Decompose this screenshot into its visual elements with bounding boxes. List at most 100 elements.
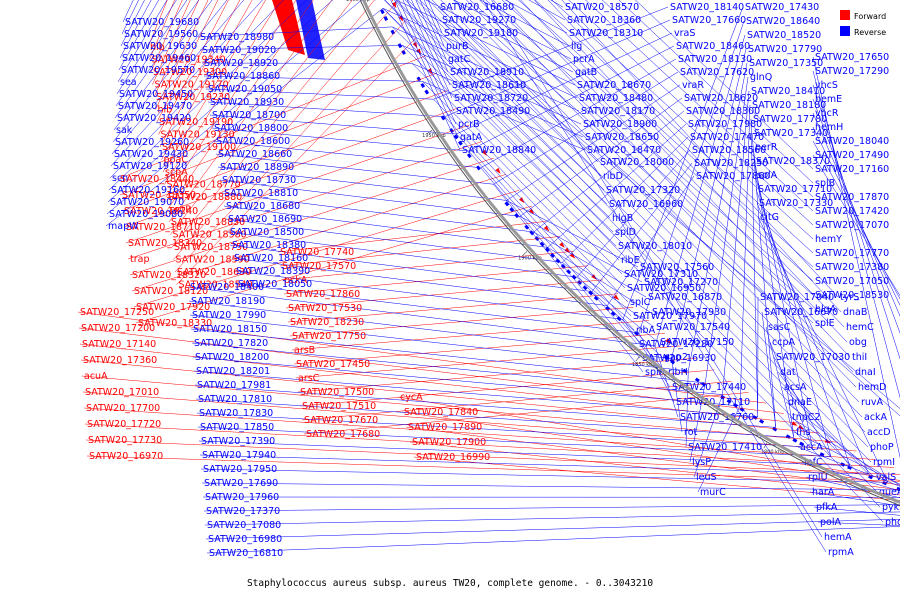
label-leader-line xyxy=(812,84,900,360)
reverse-gene-label: SATW20_17050 xyxy=(815,276,889,287)
forward-cds-mark xyxy=(559,242,565,248)
label-leader-line xyxy=(231,257,608,306)
label-leader-line xyxy=(291,320,650,351)
reverse-cds-mark xyxy=(380,9,385,15)
forward-gene-label: SATW20_18330 xyxy=(138,318,212,329)
reverse-gene-label: SATW20_18840 xyxy=(462,145,536,156)
label-leader-line xyxy=(469,0,814,310)
reverse-gene-label: hlgA xyxy=(815,304,837,315)
label-leader-line xyxy=(217,166,507,201)
reverse-cds-block xyxy=(296,0,325,60)
label-leader-line xyxy=(155,0,209,110)
reverse-gene-label: dnaB xyxy=(843,307,867,318)
forward-gene-label: SATW20_17740 xyxy=(280,247,354,258)
reverse-gene-label: SATW20_18670 xyxy=(577,80,651,91)
reverse-gene-label: SATW20_18150 xyxy=(193,324,267,335)
label-leader-line xyxy=(398,0,457,125)
label-leader-line xyxy=(383,0,881,508)
label-leader-line xyxy=(482,0,827,553)
reverse-gene-label: SATW20_18800 xyxy=(214,123,288,134)
label-leader-line xyxy=(466,0,860,403)
label-leader-line xyxy=(395,0,576,86)
reverse-gene-label: SATW20_19180 xyxy=(444,28,518,39)
label-leader-line xyxy=(382,8,578,99)
forward-gene-label: SATW20_18320 xyxy=(132,270,206,281)
reverse-gene-label: SATW20_19270 xyxy=(442,15,516,26)
label-leader-line xyxy=(167,0,314,210)
reverse-cds-mark xyxy=(664,354,670,360)
forward-gene-label: SATW20_18120 xyxy=(134,286,208,297)
forward-gene-label: SATW20_18540 xyxy=(179,280,253,291)
reverse-gene-label: SATW20_18520 xyxy=(747,30,821,41)
reverse-cds-mark xyxy=(582,285,588,291)
label-leader-line xyxy=(506,0,851,358)
reverse-gene-label: SATW20_17310 xyxy=(624,269,698,280)
forward-gene-label: SATW20_16990 xyxy=(416,452,490,463)
reverse-gene-label: SATW20_17660 xyxy=(672,15,746,26)
label-leader-line xyxy=(638,332,675,403)
label-leader-line xyxy=(171,0,375,248)
reverse-gene-label: SATW20_18190 xyxy=(191,296,265,307)
label-leader-line xyxy=(189,314,689,372)
label-leader-line xyxy=(287,293,619,323)
label-leader-line xyxy=(203,75,423,82)
label-leader-line xyxy=(519,97,683,217)
label-leader-line xyxy=(209,114,457,135)
forward-gene-label: SATW20_17730 xyxy=(88,435,162,446)
label-leader-line xyxy=(456,32,673,135)
reverse-gene-label: tnpC2 xyxy=(792,412,820,423)
reverse-gene-label: splF xyxy=(645,367,664,378)
label-leader-line xyxy=(504,0,568,34)
forward-cds-mark xyxy=(665,338,672,344)
reverse-gene-label: accD xyxy=(867,427,891,438)
reverse-cds-mark xyxy=(390,29,396,35)
label-leader-line xyxy=(85,439,900,475)
reverse-gene-label: SATW20_17350 xyxy=(749,58,823,69)
label-leader-line xyxy=(299,369,715,407)
reverse-gene-label: rpmI xyxy=(873,457,895,468)
reverse-gene-label: vraS xyxy=(674,28,695,39)
reverse-gene-label: citG xyxy=(760,212,779,223)
label-leader-line xyxy=(533,0,845,328)
reverse-gene-label: hemE xyxy=(815,94,842,105)
label-leader-line xyxy=(227,231,577,278)
label-leader-line xyxy=(105,8,384,227)
label-leader-line xyxy=(601,0,814,198)
label-leader-line xyxy=(283,265,589,295)
label-leader-line xyxy=(722,90,750,395)
reverse-gene-label: vhcR xyxy=(815,108,839,119)
label-leader-line xyxy=(295,345,682,379)
label-leader-line xyxy=(534,0,814,254)
reverse-gene-label: SATW20_19120 xyxy=(113,161,187,172)
reverse-gene-label: splC xyxy=(630,297,651,308)
reverse-gene-label: SATW20_19460 xyxy=(122,53,196,64)
reverse-gene-label: SATW20_16980 xyxy=(208,534,282,545)
reverse-gene-label: SATW20_17830 xyxy=(199,408,273,419)
label-leader-line xyxy=(84,423,894,468)
label-leader-line xyxy=(176,37,417,285)
label-leader-line xyxy=(416,0,872,463)
reverse-cds-mark xyxy=(453,134,459,140)
reverse-gene-label: dat xyxy=(780,367,796,378)
label-leader-line xyxy=(193,370,758,418)
label-leader-line xyxy=(422,81,626,289)
reverse-gene-label: SATW20_18560 xyxy=(692,145,766,156)
reverse-gene-label: sak xyxy=(116,125,133,136)
reverse-gene-label: thiI xyxy=(852,352,867,363)
reverse-cds-mark xyxy=(416,76,422,82)
reverse-gene-label: SATW20_17980 xyxy=(688,119,762,130)
forward-gene-label: SATW20_17670 xyxy=(304,415,378,426)
reverse-cds-mark xyxy=(610,311,616,317)
forward-gene-label: SATW20_18880 xyxy=(168,192,242,203)
reverse-gene-label: SATW20_18720 xyxy=(454,93,528,104)
label-leader-line xyxy=(506,200,639,268)
legend-reverse-swatch xyxy=(840,26,850,36)
reverse-gene-label: SATW20_18490 xyxy=(456,106,530,117)
label-leader-line xyxy=(133,190,520,308)
label-leader-line xyxy=(781,386,869,475)
reverse-gene-label: pyk xyxy=(882,502,900,513)
reverse-gene-label: SATW20_18250 xyxy=(694,158,768,169)
reverse-cds-mark xyxy=(509,207,515,213)
kbp-tick-label: 1950 kbp xyxy=(422,133,446,139)
label-leader-line xyxy=(433,99,629,303)
